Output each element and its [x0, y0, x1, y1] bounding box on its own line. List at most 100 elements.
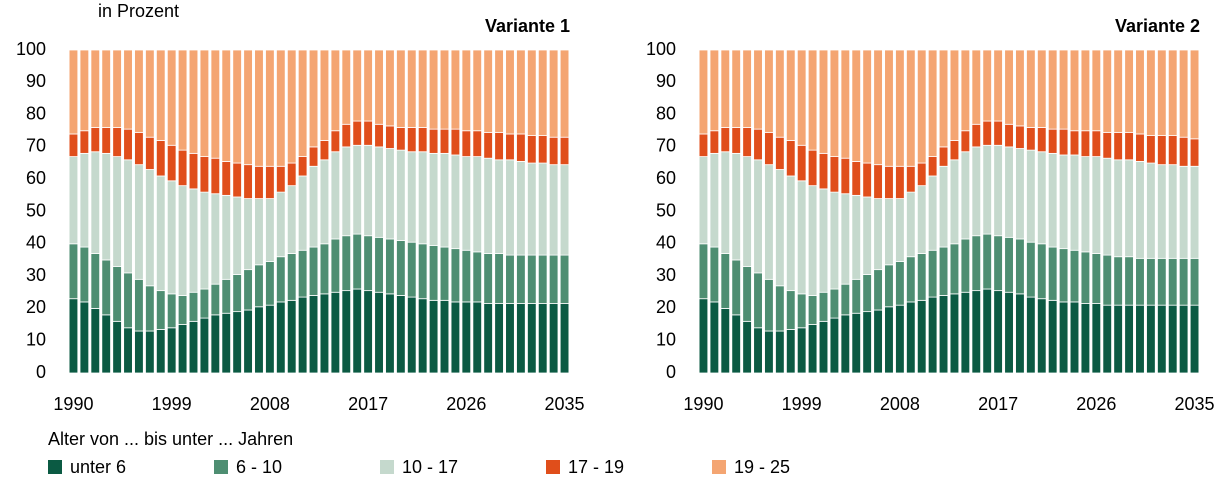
bar-segment	[276, 301, 286, 374]
bar-segment	[895, 198, 905, 262]
bar-segment	[895, 165, 905, 199]
y-tick-label: 0	[36, 362, 46, 382]
bar-segment	[243, 164, 253, 199]
bar-segment	[785, 175, 796, 292]
y-tick-label: 10	[656, 329, 676, 349]
bar-segment	[1178, 257, 1189, 306]
bar-segment	[134, 278, 144, 332]
bar-segment	[775, 136, 785, 170]
bar-segment	[1080, 130, 1091, 157]
bar-segment	[1069, 154, 1080, 251]
bar-segment	[406, 49, 417, 128]
bar-segment	[1091, 303, 1102, 374]
bar-segment	[286, 185, 297, 254]
bar-segment	[884, 264, 894, 308]
bar-segment	[1102, 131, 1113, 159]
bar-segment	[483, 157, 493, 254]
bar-segment	[785, 290, 796, 330]
bar-segment	[308, 165, 319, 248]
bar-segment	[895, 304, 905, 374]
bar-segment	[949, 49, 960, 141]
bar-segment	[537, 135, 548, 164]
bar-segment	[68, 156, 79, 245]
bar-segment	[1178, 304, 1189, 374]
bar-segment	[982, 288, 992, 374]
bar-segment	[1124, 256, 1134, 306]
bar-segment	[742, 49, 752, 128]
bar-segment	[406, 241, 417, 298]
bar-segment	[862, 196, 872, 275]
bar-segment	[709, 130, 720, 154]
bar-segment	[753, 159, 763, 274]
bar-segment	[79, 152, 90, 248]
bar-segment	[406, 151, 417, 243]
bar-segment	[1189, 138, 1200, 167]
bar-segment	[949, 293, 960, 374]
bar-segment	[439, 128, 450, 154]
bar-segment	[906, 301, 916, 374]
bar-segment	[177, 185, 188, 296]
bar-segment	[818, 291, 829, 322]
bar-segment	[971, 49, 982, 125]
bar-segment	[840, 193, 851, 285]
bar-segment	[308, 146, 319, 167]
y-tick-label: 50	[26, 200, 46, 220]
bar-segment	[1157, 164, 1167, 259]
bar-segment	[232, 196, 242, 275]
bar-segment	[993, 290, 1003, 374]
bar-segment	[265, 49, 275, 167]
bar-segment	[145, 285, 155, 332]
bar-segment	[352, 288, 362, 374]
y-tick-label: 60	[656, 168, 676, 188]
bar-segment	[1047, 128, 1058, 154]
bar-segment	[352, 233, 362, 290]
bar-segment	[396, 240, 406, 296]
bar-segment	[297, 175, 308, 251]
y-tick-label: 70	[26, 136, 46, 156]
bar-segment	[1113, 49, 1123, 133]
bar-segment	[862, 274, 872, 313]
bar-segment	[1189, 257, 1200, 306]
bar-segment	[286, 253, 297, 301]
bar-segment	[1004, 49, 1014, 125]
bar-segment	[807, 149, 818, 187]
bar-segment	[439, 246, 450, 301]
bar-segment	[993, 120, 1003, 146]
bar-segment	[775, 169, 785, 287]
bar-segment	[101, 49, 111, 128]
bar-segment	[363, 144, 373, 237]
bar-segment	[1178, 49, 1189, 138]
legend-label: 19 - 25	[734, 457, 790, 477]
bar-segment	[775, 49, 785, 138]
bar-segment	[1146, 304, 1156, 374]
bar-segment	[1146, 135, 1156, 164]
bar-segment	[927, 156, 938, 177]
legend-swatch	[380, 460, 394, 474]
bar-segment	[720, 253, 731, 309]
bar-segment	[450, 154, 461, 250]
bar-segment	[428, 245, 439, 301]
bar-segment	[166, 180, 177, 295]
y-tick-label: 10	[26, 329, 46, 349]
bar-segment	[1080, 251, 1091, 304]
bar-segment	[417, 49, 428, 128]
x-tick-label: 2017	[978, 394, 1018, 414]
bar-segment	[505, 133, 515, 161]
bar-segment	[818, 320, 829, 374]
bar-segment	[829, 288, 840, 319]
bar-segment	[134, 49, 144, 133]
bar-segment	[840, 283, 851, 316]
bar-segment	[1102, 157, 1113, 256]
bar-segment	[112, 320, 122, 374]
bar-segment	[764, 278, 774, 332]
bar-segment	[363, 49, 373, 122]
y-tick-label: 40	[26, 233, 46, 253]
bar-segment	[276, 191, 286, 258]
bar-segment	[363, 120, 373, 146]
bar-segment	[450, 248, 461, 303]
bar-segment	[1157, 135, 1167, 166]
bar-segment	[123, 272, 133, 329]
bar-segment	[177, 324, 188, 374]
bar-segment	[145, 330, 155, 374]
bar-segment	[829, 317, 840, 374]
